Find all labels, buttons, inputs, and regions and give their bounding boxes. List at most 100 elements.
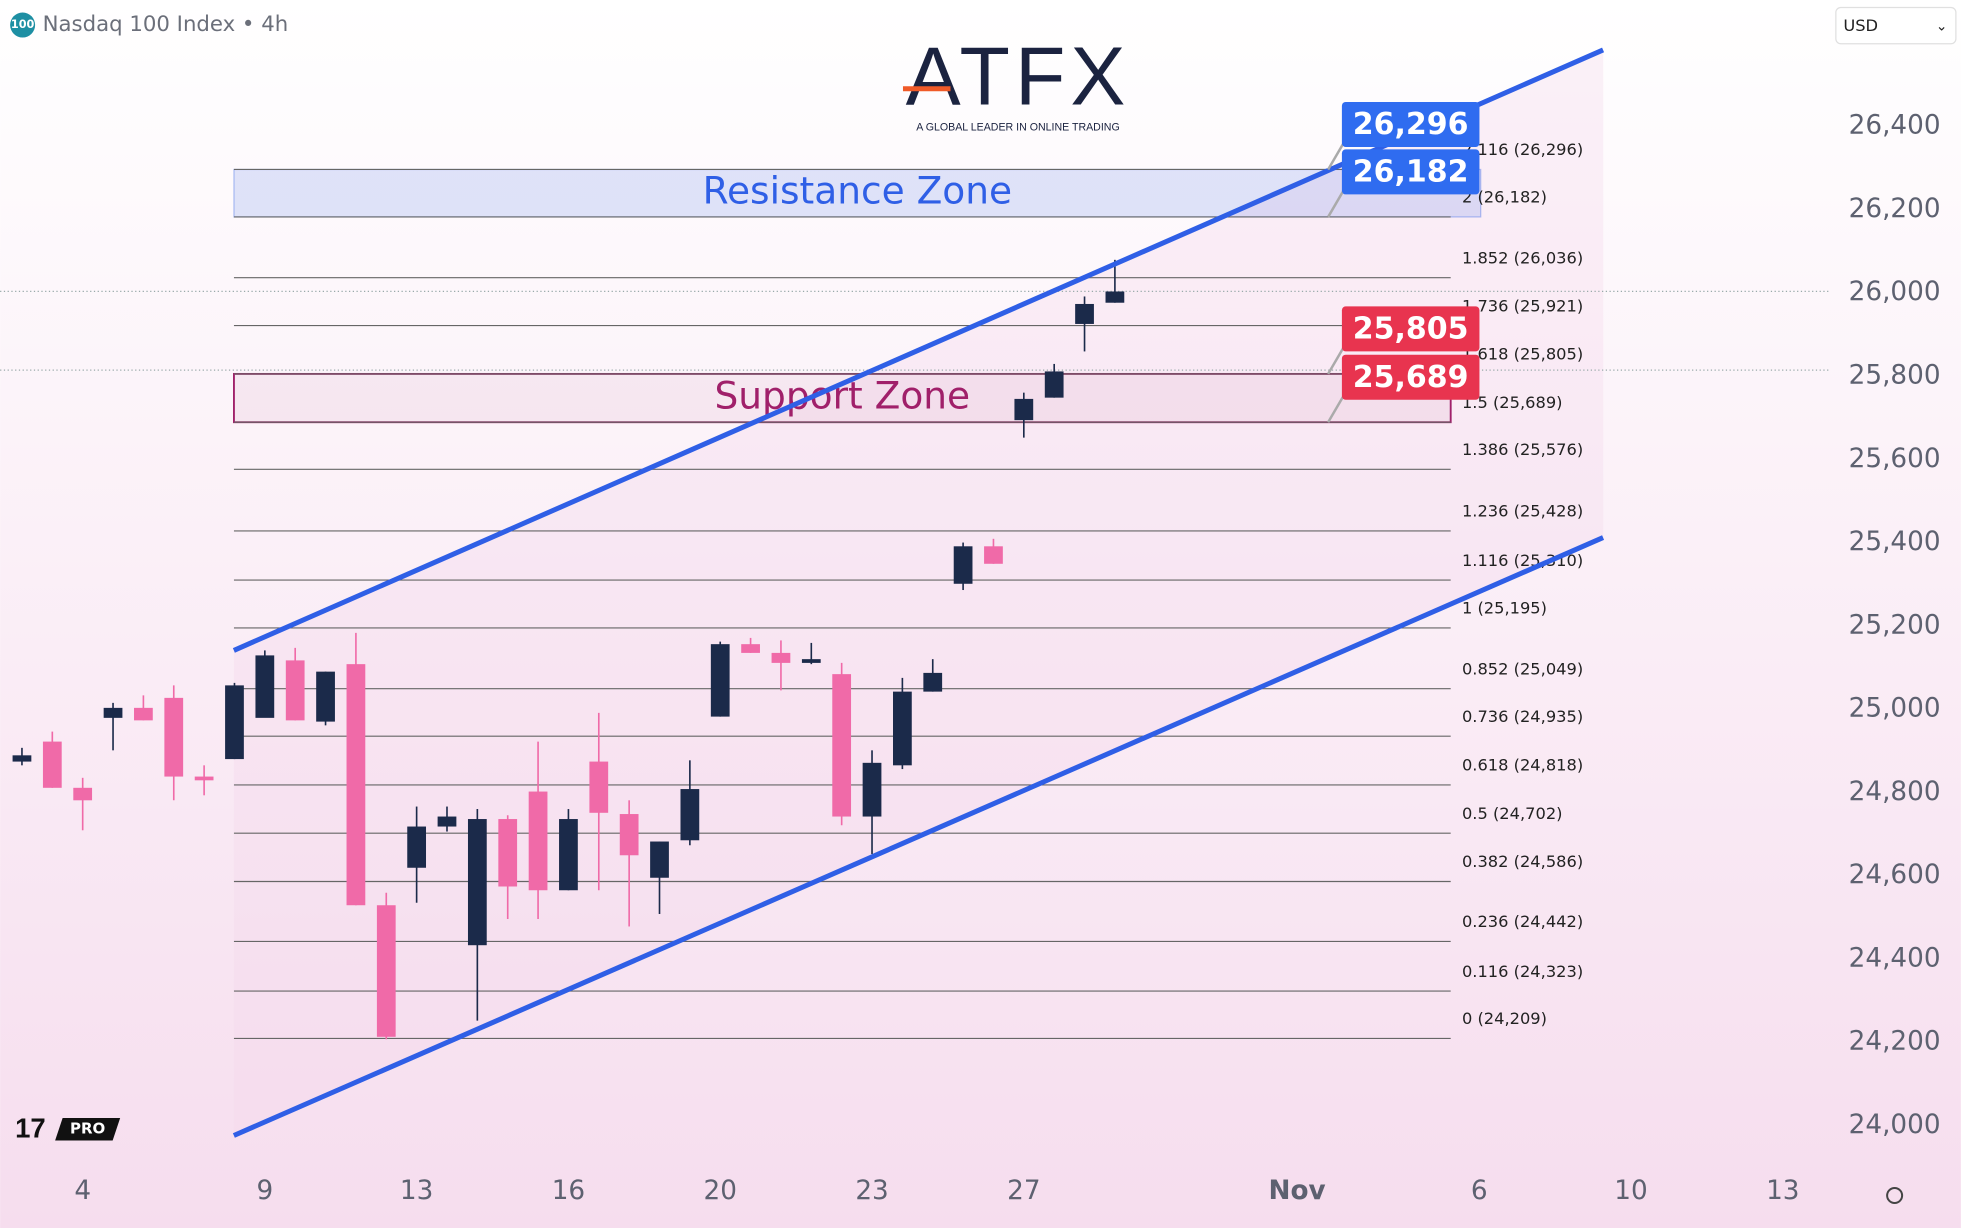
candle-body <box>619 814 639 856</box>
fib-label: 1.618 (25,805) <box>1462 345 1583 364</box>
fib-label: 0.852 (25,049) <box>1462 659 1583 678</box>
candle-body <box>710 644 730 717</box>
y-tick-label: 25,600 <box>1849 444 1941 474</box>
x-tick-label: 4 <box>74 1176 91 1206</box>
fib-label: 1.116 (25,310) <box>1462 551 1583 570</box>
candle-body <box>73 787 93 801</box>
fib-label: 2 (26,182) <box>1462 188 1547 207</box>
zone-label: Resistance Zone <box>703 169 1012 213</box>
callout-label: 26,182 <box>1353 155 1469 190</box>
y-tick-label: 24,200 <box>1849 1027 1941 1057</box>
y-tick-label: 24,400 <box>1849 943 1941 973</box>
currency-select[interactable] <box>1835 6 1957 45</box>
callout-box <box>1341 101 1480 147</box>
pro-badge: PRO <box>70 1120 105 1138</box>
x-tick-label: 9 <box>256 1176 273 1206</box>
dropdown-arrow: ⌄ <box>1936 18 1948 34</box>
y-tick-label: 24,800 <box>1849 777 1941 807</box>
fib-label: 0.382 (24,586) <box>1462 852 1583 871</box>
candle-body <box>255 655 275 718</box>
candle-body <box>1105 291 1125 303</box>
callout-label: 26,296 <box>1353 107 1469 142</box>
candle-body <box>285 660 305 721</box>
candle-body <box>741 644 760 653</box>
logo: ATFX <box>906 30 1131 122</box>
fib-label: 1.736 (25,921) <box>1462 296 1583 315</box>
fib-label: 1.386 (25,576) <box>1462 440 1583 459</box>
fib-label: 0 (24,209) <box>1462 1009 1547 1028</box>
candle-body <box>376 905 396 1037</box>
fib-label: 0.5 (24,702) <box>1462 804 1563 823</box>
candle-body <box>12 755 32 762</box>
fib-label: 1.236 (25,428) <box>1462 502 1583 521</box>
fib-label: 1.5 (25,689) <box>1462 393 1563 412</box>
y-tick-label: 25,400 <box>1849 527 1941 557</box>
candle-body <box>1075 303 1094 324</box>
zone-label: Support Zone <box>714 374 970 418</box>
candle-body <box>801 659 821 663</box>
candle-body <box>559 819 578 891</box>
x-tick-label: 6 <box>1471 1176 1488 1206</box>
callout-box <box>1341 149 1480 195</box>
candle-body <box>103 707 123 718</box>
fib-label: 0.236 (24,442) <box>1462 912 1583 931</box>
symbol-badge: 100 <box>11 18 35 31</box>
candle-body <box>1044 371 1064 398</box>
y-tick-label: 24,600 <box>1849 860 1941 890</box>
fib-label: 0.618 (24,818) <box>1462 756 1583 775</box>
candle-body <box>134 707 153 721</box>
candle-body <box>437 816 457 827</box>
fib-label: 0.116 (24,323) <box>1462 962 1583 981</box>
candle-body <box>498 819 518 887</box>
y-tick-label: 26,000 <box>1849 277 1941 307</box>
candle-body <box>589 761 609 813</box>
callout-label: 25,689 <box>1353 360 1469 395</box>
candle-body <box>923 672 943 692</box>
trendline <box>232 535 1605 1138</box>
settings-icon[interactable] <box>1886 1186 1904 1204</box>
x-tick-label: 16 <box>552 1176 585 1206</box>
x-tick-label: 13 <box>400 1176 433 1206</box>
y-tick-label: 25,800 <box>1849 361 1941 391</box>
fib-label: 1.852 (26,036) <box>1462 248 1583 267</box>
x-tick-label: 27 <box>1007 1176 1040 1206</box>
candle-body <box>862 762 882 817</box>
symbol-icon <box>10 12 36 38</box>
candle-body <box>316 671 335 722</box>
tv-logo: 17 <box>15 1113 46 1144</box>
candle-body <box>528 791 548 891</box>
y-tick-label: 26,400 <box>1849 111 1941 141</box>
candle-body <box>164 697 184 777</box>
candle-body <box>42 741 62 788</box>
x-tick-label: Nov <box>1268 1176 1325 1206</box>
currency: USD <box>1843 16 1878 35</box>
y-tick-label: 25,000 <box>1849 694 1941 724</box>
candle-body <box>893 691 912 766</box>
candle-body <box>832 674 852 817</box>
candle-body <box>194 776 214 781</box>
candle-body <box>225 685 244 760</box>
candle-body <box>680 789 700 841</box>
callout-box <box>1341 354 1480 400</box>
y-tick-label: 24,000 <box>1849 1110 1941 1140</box>
callout-box <box>1341 306 1480 352</box>
x-tick-label: 10 <box>1614 1176 1647 1206</box>
pro-badge-bg <box>55 1117 121 1141</box>
candle-body <box>346 664 366 906</box>
candle-body <box>771 652 791 663</box>
x-tick-label: 13 <box>1766 1176 1799 1206</box>
candle-body <box>1014 398 1034 421</box>
candle-body <box>953 546 973 584</box>
x-tick-label: 23 <box>855 1176 888 1206</box>
candle-body <box>467 819 487 946</box>
y-tick-label: 25,200 <box>1849 610 1941 640</box>
chart-title: Nasdaq 100 Index • 4h <box>43 12 289 37</box>
y-tick-label: 26,200 <box>1849 194 1941 224</box>
callout-label: 25,805 <box>1353 312 1469 347</box>
candle-body <box>407 826 427 868</box>
candle-body <box>650 841 669 878</box>
fib-label: 2.116 (26,296) <box>1462 140 1583 159</box>
candle-body <box>984 546 1003 564</box>
